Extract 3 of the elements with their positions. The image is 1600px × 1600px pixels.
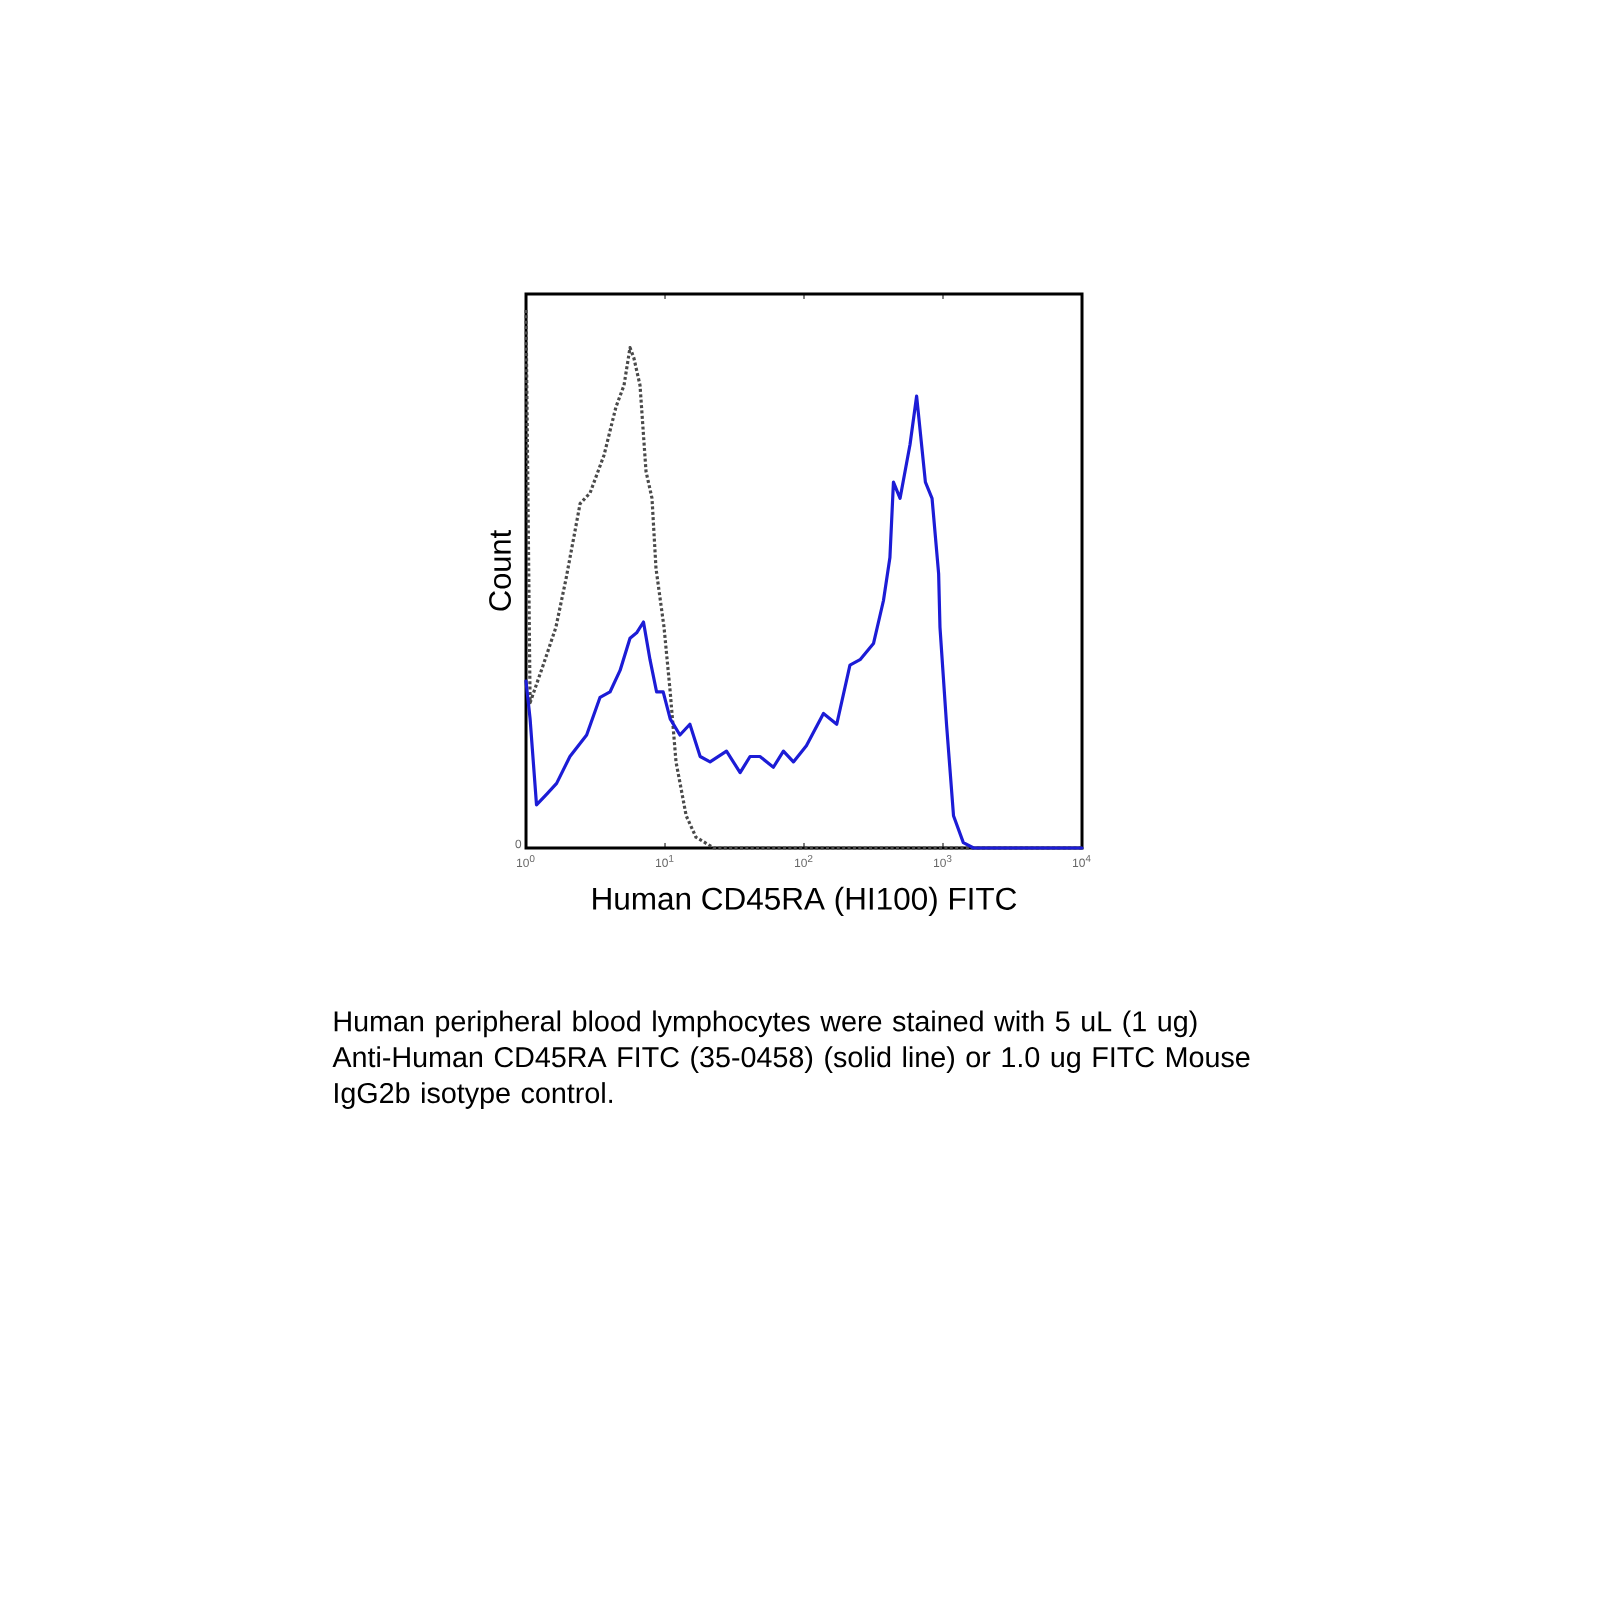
x-axis-title: Human CD45RA (HI100) FITC	[593, 886, 1017, 917]
text: Human peripheral blood lymphocytes were stained with 5 uL (1 ug) Anti-Human CD45RA FITC (35-0458) (solid line) or 1.0 ug FITC Mouse IgG2b isotype control.	[332, 1010, 1250, 1109]
y-axis-title: Count	[489, 530, 511, 611]
